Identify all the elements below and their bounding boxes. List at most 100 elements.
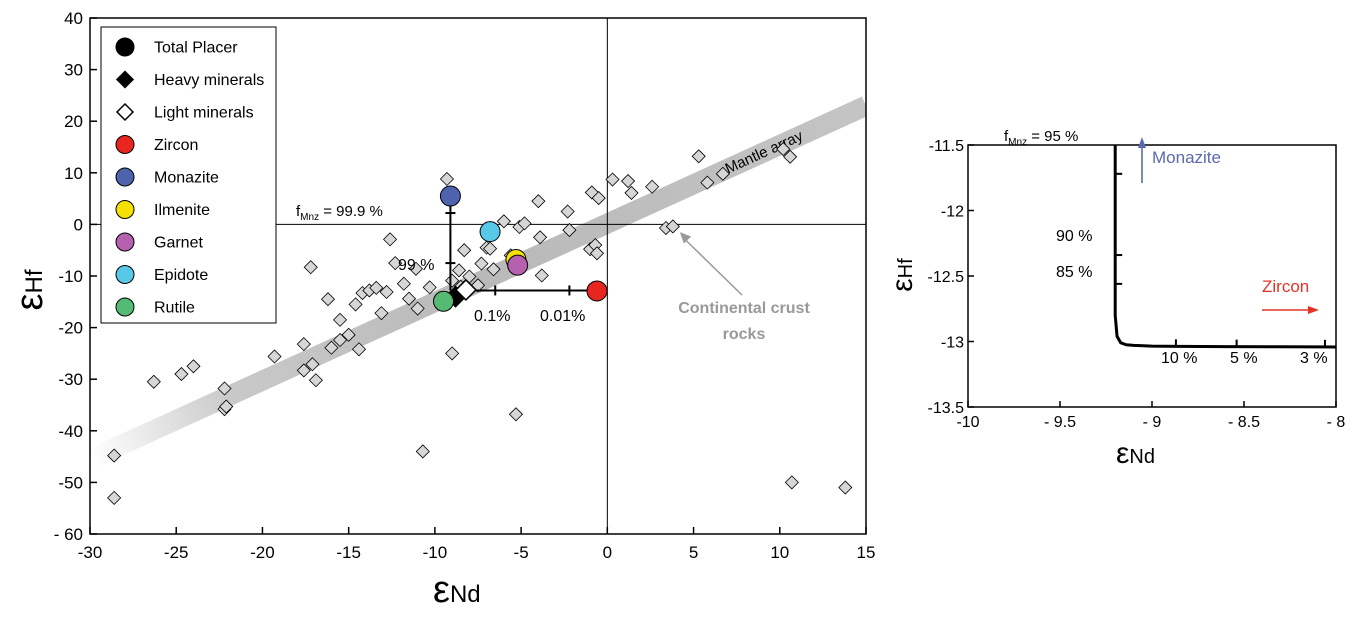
continental-crust-label-line2: rocks xyxy=(723,326,766,343)
legend-zircon-marker xyxy=(115,135,135,154)
rock-point xyxy=(776,141,791,157)
rock-point xyxy=(332,332,348,348)
y-tick-label: -10 xyxy=(58,267,83,286)
legend-monazite-marker xyxy=(115,167,135,187)
inset-x-tick-label: - 8 xyxy=(1327,414,1346,431)
monazite-label: Monazite xyxy=(1152,148,1221,167)
rock-point xyxy=(379,284,394,300)
rock-point xyxy=(784,475,799,490)
inset-axis-ticks: -10 - 9.5 - 9 - 8.5 - 8 -13.5 -13 -12.5 -12 -11.5 xyxy=(928,138,1346,431)
y-tick-label: 40 xyxy=(64,9,83,28)
inset-y-tick-label: -13.5 xyxy=(928,400,965,417)
x-tick-label: -25 xyxy=(164,543,189,562)
rock-point xyxy=(351,342,367,357)
rock-point xyxy=(296,337,311,352)
zircon-label: Zircon xyxy=(1262,277,1309,296)
rock-point xyxy=(517,216,532,231)
mixing-lines: fMnz = 99.9 % 99 % 0.1% 0.01% xyxy=(296,196,597,325)
inset-y-tick-label: -13 xyxy=(941,335,964,352)
rock-point xyxy=(382,232,398,247)
x-tick-label: -20 xyxy=(250,543,275,562)
rock-point xyxy=(348,297,363,312)
mixing-label-99: 99 % xyxy=(398,257,434,274)
y-tick-label: -20 xyxy=(58,319,83,338)
legend-epidote-label: Epidote xyxy=(154,267,208,284)
rock-point xyxy=(451,263,467,278)
rock-point xyxy=(107,490,122,505)
legend-total-placer-label: Total Placer xyxy=(154,40,238,57)
x-tick-label: -30 xyxy=(78,543,103,562)
continental-crust-points xyxy=(107,141,853,505)
legend: Total Placer Heavy minerals Light minerals… xyxy=(100,26,277,324)
rock-point xyxy=(700,175,715,190)
light-minerals-point xyxy=(454,278,477,301)
rock-point xyxy=(369,280,384,295)
legend-heavy-minerals-label: Heavy minerals xyxy=(154,72,264,89)
rock-point xyxy=(445,273,460,288)
inset-label-5: 5 % xyxy=(1230,350,1258,367)
inset-label-85: 85 % xyxy=(1056,264,1092,281)
zircon-point xyxy=(586,280,608,302)
rock-point xyxy=(186,359,201,374)
legend-monazite-label: Monazite xyxy=(154,170,219,187)
x-tick-label: 15 xyxy=(857,543,876,562)
rock-point xyxy=(645,179,660,194)
monazite-arrowhead xyxy=(1138,137,1146,148)
x-tick-label: 0 xyxy=(603,543,612,562)
y-tick-label: -40 xyxy=(58,422,83,441)
y-tick-label: 30 xyxy=(64,61,83,80)
rock-point xyxy=(508,407,524,422)
x-tick-label: 5 xyxy=(689,543,698,562)
inset-ylabel: εHf xyxy=(886,258,919,292)
x-tick-label: 10 xyxy=(770,543,789,562)
rock-point xyxy=(146,374,161,389)
rock-point xyxy=(783,149,798,164)
rock-point xyxy=(388,256,403,271)
rock-point xyxy=(305,357,320,372)
inset-mixing-curve xyxy=(1113,145,1337,349)
x-tick-label: -5 xyxy=(514,543,529,562)
rock-point xyxy=(396,276,411,291)
rock-point xyxy=(415,444,430,459)
y-tick-label: 10 xyxy=(64,164,83,183)
inset-x-tick-label: - 9.5 xyxy=(1044,414,1076,431)
inset-label-10: 10 % xyxy=(1161,350,1197,367)
inset-plot-frame xyxy=(967,144,1337,408)
rock-point xyxy=(691,149,706,164)
rock-point xyxy=(605,172,620,187)
rock-point xyxy=(715,166,730,181)
rock-point xyxy=(589,246,605,261)
mantle-array-label: Mantle array xyxy=(723,127,806,177)
rock-point xyxy=(174,366,189,382)
rock-point xyxy=(107,448,122,463)
rock-point xyxy=(320,292,336,307)
inset-x-tick-label: - 8.5 xyxy=(1228,414,1260,431)
legend-items: Total Placer Heavy minerals Light minerals… xyxy=(115,37,264,317)
legend-zircon-label: Zircon xyxy=(154,137,198,154)
rock-point xyxy=(296,363,311,378)
rock-point xyxy=(562,223,577,238)
legend-heavy-minerals-marker xyxy=(115,70,135,89)
garnet-point xyxy=(507,254,529,276)
legend-garnet-label: Garnet xyxy=(154,235,203,252)
rock-point xyxy=(591,191,606,206)
inset-f-label: fMnz = 95 % xyxy=(1004,128,1078,148)
legend-total-placer-marker xyxy=(115,37,135,57)
rock-point xyxy=(408,261,423,276)
rock-point xyxy=(308,373,323,388)
rock-point xyxy=(531,194,546,209)
inset-label-90: 90 % xyxy=(1056,228,1092,245)
rock-point xyxy=(838,480,853,495)
rock-point xyxy=(401,291,417,306)
rock-point xyxy=(267,349,282,364)
rock-point xyxy=(665,219,680,234)
rock-point xyxy=(474,256,489,271)
rock-point xyxy=(374,306,389,321)
rock-point xyxy=(457,243,472,258)
rock-point xyxy=(483,241,498,256)
legend-garnet-marker xyxy=(115,232,135,252)
rock-point xyxy=(303,260,318,275)
monazite-point xyxy=(439,185,461,207)
